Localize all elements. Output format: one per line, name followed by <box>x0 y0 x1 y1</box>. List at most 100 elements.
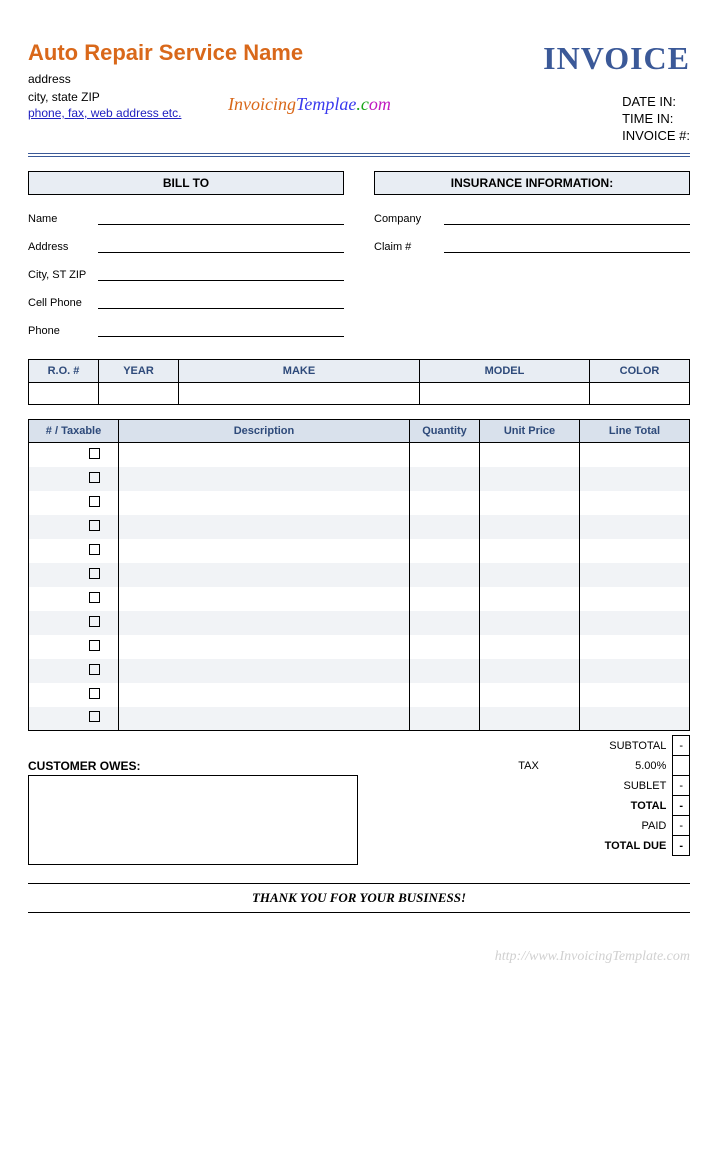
cell-taxable[interactable] <box>29 587 119 611</box>
cell-line-total[interactable] <box>580 467 690 491</box>
cell-line-total[interactable] <box>580 563 690 587</box>
field-cell: Cell Phone <box>28 289 344 309</box>
checkbox-icon[interactable] <box>89 472 100 483</box>
totals-area: CUSTOMER OWES: SUBTOTAL- TAX5.00% SUBLET… <box>28 735 690 865</box>
label-claim: Claim # <box>374 241 444 253</box>
cell-quantity[interactable] <box>410 491 480 515</box>
paid-value: - <box>673 816 690 836</box>
cell-description[interactable] <box>119 467 410 491</box>
checkbox-icon[interactable] <box>89 711 100 722</box>
cell-quantity[interactable] <box>410 707 480 731</box>
cell-color[interactable] <box>590 383 690 405</box>
cell-description[interactable] <box>119 515 410 539</box>
cell-year[interactable] <box>99 383 179 405</box>
cell-unit-price[interactable] <box>480 539 580 563</box>
cell-unit-price[interactable] <box>480 635 580 659</box>
cell-taxable[interactable] <box>29 611 119 635</box>
input-cell[interactable] <box>98 295 344 309</box>
cell-taxable[interactable] <box>29 659 119 683</box>
cell-taxable[interactable] <box>29 539 119 563</box>
cell-unit-price[interactable] <box>480 659 580 683</box>
cell-line-total[interactable] <box>580 539 690 563</box>
checkbox-icon[interactable] <box>89 640 100 651</box>
vehicle-data-row <box>29 383 690 405</box>
info-columns: BILL TO Name Address City, ST ZIP Cell P… <box>28 171 690 345</box>
item-row <box>29 635 690 659</box>
cell-taxable[interactable] <box>29 515 119 539</box>
cell-quantity[interactable] <box>410 635 480 659</box>
input-name[interactable] <box>98 211 344 225</box>
cell-taxable[interactable] <box>29 635 119 659</box>
checkbox-icon[interactable] <box>89 520 100 531</box>
cell-description[interactable] <box>119 683 410 707</box>
cell-taxable[interactable] <box>29 563 119 587</box>
cell-taxable[interactable] <box>29 683 119 707</box>
cell-description[interactable] <box>119 659 410 683</box>
cell-description[interactable] <box>119 635 410 659</box>
cell-unit-price[interactable] <box>480 683 580 707</box>
field-name: Name <box>28 205 344 225</box>
total-value: - <box>673 796 690 816</box>
cell-line-total[interactable] <box>580 683 690 707</box>
cell-description[interactable] <box>119 491 410 515</box>
contact-link[interactable]: phone, fax, web address etc. <box>28 106 181 120</box>
cell-taxable[interactable] <box>29 707 119 731</box>
cell-quantity[interactable] <box>410 539 480 563</box>
cell-unit-price[interactable] <box>480 707 580 731</box>
cell-taxable[interactable] <box>29 491 119 515</box>
cell-line-total[interactable] <box>580 587 690 611</box>
input-phone[interactable] <box>98 323 344 337</box>
cell-line-total[interactable] <box>580 707 690 731</box>
checkbox-icon[interactable] <box>89 448 100 459</box>
cell-taxable[interactable] <box>29 443 119 467</box>
cell-unit-price[interactable] <box>480 611 580 635</box>
checkbox-icon[interactable] <box>89 496 100 507</box>
cell-line-total[interactable] <box>580 611 690 635</box>
cell-unit-price[interactable] <box>480 491 580 515</box>
checkbox-icon[interactable] <box>89 568 100 579</box>
cell-quantity[interactable] <box>410 443 480 467</box>
cell-line-total[interactable] <box>580 515 690 539</box>
row-paid: PAID- <box>358 816 690 836</box>
cell-line-total[interactable] <box>580 659 690 683</box>
cell-model[interactable] <box>420 383 590 405</box>
cell-unit-price[interactable] <box>480 467 580 491</box>
cell-description[interactable] <box>119 707 410 731</box>
cell-description[interactable] <box>119 539 410 563</box>
checkbox-icon[interactable] <box>89 544 100 555</box>
cell-unit-price[interactable] <box>480 443 580 467</box>
cell-ro[interactable] <box>29 383 99 405</box>
checkbox-icon[interactable] <box>89 688 100 699</box>
cell-description[interactable] <box>119 611 410 635</box>
cell-line-total[interactable] <box>580 491 690 515</box>
input-company[interactable] <box>444 211 690 225</box>
checkbox-icon[interactable] <box>89 616 100 627</box>
input-city[interactable] <box>98 267 344 281</box>
checkbox-icon[interactable] <box>89 592 100 603</box>
checkbox-icon[interactable] <box>89 664 100 675</box>
input-address[interactable] <box>98 239 344 253</box>
total-label: TOTAL <box>545 796 673 816</box>
cell-unit-price[interactable] <box>480 563 580 587</box>
cell-quantity[interactable] <box>410 587 480 611</box>
cell-description[interactable] <box>119 443 410 467</box>
cell-quantity[interactable] <box>410 515 480 539</box>
cell-make[interactable] <box>179 383 420 405</box>
cell-description[interactable] <box>119 587 410 611</box>
cell-quantity[interactable] <box>410 467 480 491</box>
cell-unit-price[interactable] <box>480 515 580 539</box>
cell-description[interactable] <box>119 563 410 587</box>
cell-quantity[interactable] <box>410 683 480 707</box>
input-claim[interactable] <box>444 239 690 253</box>
cell-line-total[interactable] <box>580 443 690 467</box>
cell-line-total[interactable] <box>580 635 690 659</box>
col-make: MAKE <box>179 360 420 383</box>
customer-owes-box[interactable] <box>28 775 358 865</box>
col-year: YEAR <box>99 360 179 383</box>
cell-taxable[interactable] <box>29 467 119 491</box>
cell-quantity[interactable] <box>410 563 480 587</box>
cell-quantity[interactable] <box>410 611 480 635</box>
cell-quantity[interactable] <box>410 659 480 683</box>
cell-unit-price[interactable] <box>480 587 580 611</box>
thank-you-bar: THANK YOU FOR YOUR BUSINESS! <box>28 883 690 913</box>
